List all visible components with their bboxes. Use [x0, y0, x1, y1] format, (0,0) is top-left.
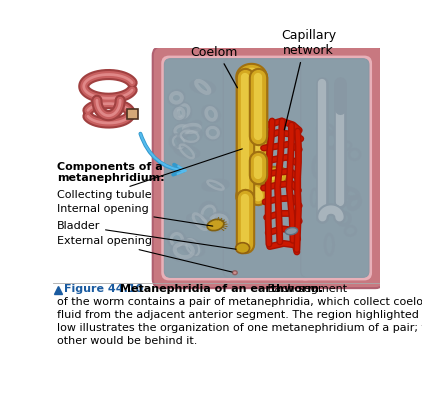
Text: Internal opening: Internal opening	[57, 204, 213, 226]
Bar	[127, 109, 138, 119]
Text: of the worm contains a pair of metanephridia, which collect coelomic
fluid from : of the worm contains a pair of metanephr…	[57, 296, 422, 346]
Text: Components of a
metanephridium:: Components of a metanephridium:	[57, 162, 164, 184]
Ellipse shape	[285, 227, 298, 235]
Text: Collecting tubule: Collecting tubule	[57, 149, 242, 200]
Text: Bladder: Bladder	[57, 221, 236, 249]
FancyBboxPatch shape	[164, 59, 233, 277]
Text: External opening: External opening	[57, 236, 232, 272]
FancyBboxPatch shape	[161, 55, 235, 280]
Text: Figure 44.10: Figure 44.10	[65, 284, 143, 294]
FancyBboxPatch shape	[298, 55, 372, 280]
Ellipse shape	[233, 271, 237, 275]
FancyBboxPatch shape	[220, 55, 313, 280]
Text: Metanephridia of an earthworm.: Metanephridia of an earthworm.	[120, 284, 323, 294]
Text: Coelom: Coelom	[190, 45, 238, 88]
FancyBboxPatch shape	[301, 59, 369, 277]
Text: Capillary
network: Capillary network	[281, 29, 336, 130]
FancyBboxPatch shape	[153, 46, 384, 288]
Ellipse shape	[235, 243, 249, 253]
FancyBboxPatch shape	[223, 59, 310, 277]
Text: Each segment: Each segment	[264, 284, 347, 294]
Ellipse shape	[207, 219, 224, 231]
